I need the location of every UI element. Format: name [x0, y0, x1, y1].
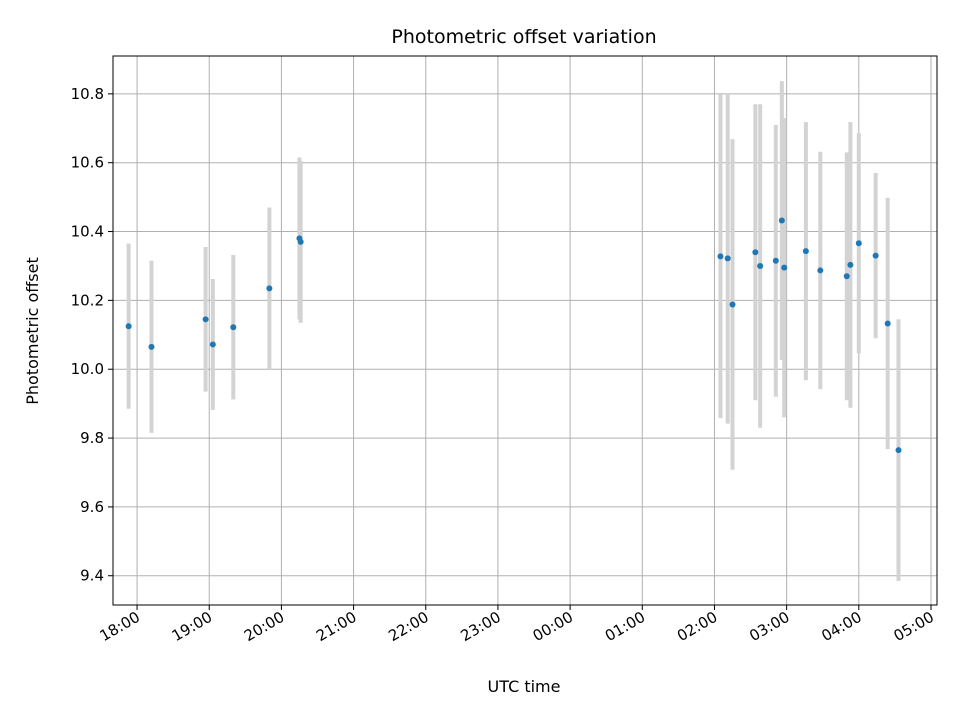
data-point: [266, 285, 273, 292]
x-tick-label: 04:00: [818, 608, 864, 645]
data-point: [855, 240, 862, 247]
y-tick-label: 10.8: [71, 85, 104, 103]
y-axis-label: Photometric offset: [23, 257, 42, 405]
x-axis-ticks: 18:00 19:00 20:00 21:00 22:00 23:00 00:00 01:00…: [97, 605, 937, 645]
x-tick-label: 05:00: [891, 608, 937, 645]
data-point: [757, 262, 764, 269]
data-point: [872, 252, 879, 259]
x-tick-label: 20:00: [241, 608, 287, 645]
x-axis-label: UTC time: [488, 677, 561, 696]
data-point: [847, 261, 854, 268]
x-tick-label: 01:00: [602, 608, 648, 645]
data-points: [125, 217, 902, 454]
data-point: [843, 273, 850, 280]
data-point: [202, 316, 209, 323]
data-point: [752, 249, 759, 256]
data-point: [817, 267, 824, 274]
data-point: [772, 257, 779, 264]
data-point: [717, 253, 724, 260]
x-tick-label: 22:00: [385, 608, 431, 645]
data-point: [148, 343, 155, 350]
data-point: [778, 217, 785, 224]
x-tick-label: 02:00: [674, 608, 720, 645]
data-point: [724, 255, 731, 262]
y-axis-ticks: 9.4 9.6 9.8 10.0 10.2 10.4 10.6 10.8: [71, 85, 113, 585]
grid-lines: [113, 56, 937, 605]
y-tick-label: 9.6: [80, 498, 104, 516]
data-point: [895, 447, 902, 454]
x-tick-label: 21:00: [313, 608, 359, 645]
x-tick-label: 18:00: [97, 608, 143, 645]
data-point: [209, 341, 216, 348]
data-point: [297, 238, 304, 245]
chart-title: Photometric offset variation: [391, 26, 656, 48]
data-point: [125, 323, 132, 330]
x-tick-label: 19:00: [169, 608, 215, 645]
x-tick-label: 00:00: [530, 608, 576, 645]
data-point: [802, 248, 809, 255]
data-point: [729, 301, 736, 308]
y-tick-label: 10.6: [71, 154, 104, 172]
y-tick-label: 9.4: [80, 567, 104, 585]
y-tick-label: 10.0: [71, 360, 104, 378]
y-tick-label: 10.2: [71, 291, 104, 309]
x-tick-label: 23:00: [457, 608, 503, 645]
x-tick-label: 03:00: [746, 608, 792, 645]
data-point: [230, 324, 237, 331]
data-point: [781, 264, 788, 271]
y-tick-label: 9.8: [80, 429, 104, 447]
data-point: [884, 320, 891, 327]
error-bars: [126, 81, 901, 581]
y-tick-label: 10.4: [71, 223, 104, 241]
plot-frame: [112, 55, 938, 606]
